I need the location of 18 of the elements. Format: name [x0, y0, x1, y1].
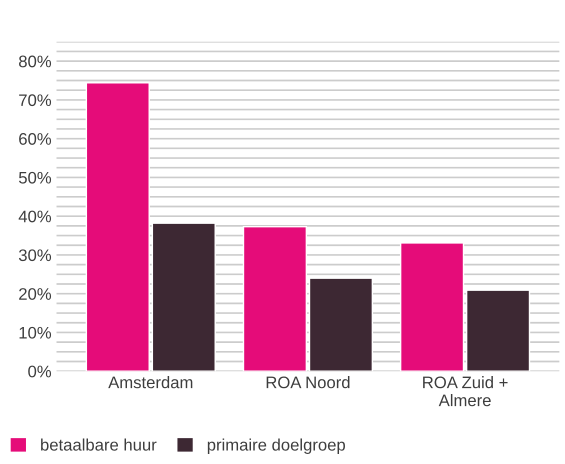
x-tick-label: ROA Zuid + Almere	[423, 376, 508, 406]
x-tick-label: ROA Noord	[266, 376, 350, 388]
y-tick-label: 10%	[20, 326, 52, 339]
bar	[242, 226, 308, 372]
bar	[466, 290, 530, 372]
y-tick-label: 30%	[18, 249, 52, 262]
y-tick-label: 0%	[28, 366, 52, 378]
y-tick-label: 20%	[19, 288, 52, 300]
bar	[308, 277, 374, 372]
y-tick-label: 70%	[19, 94, 52, 106]
y-tick-label: 50%	[18, 172, 52, 184]
bar	[400, 242, 464, 372]
x-tick-label: Amsterdam	[108, 376, 192, 388]
legend-label: primaire doelgroep	[208, 438, 346, 454]
y-tick-label: 80%	[19, 56, 52, 68]
legend-label: betaalbare huur	[41, 438, 156, 451]
y-tick-label: 60%	[19, 133, 52, 145]
y-tick-label: 40%	[18, 210, 52, 222]
